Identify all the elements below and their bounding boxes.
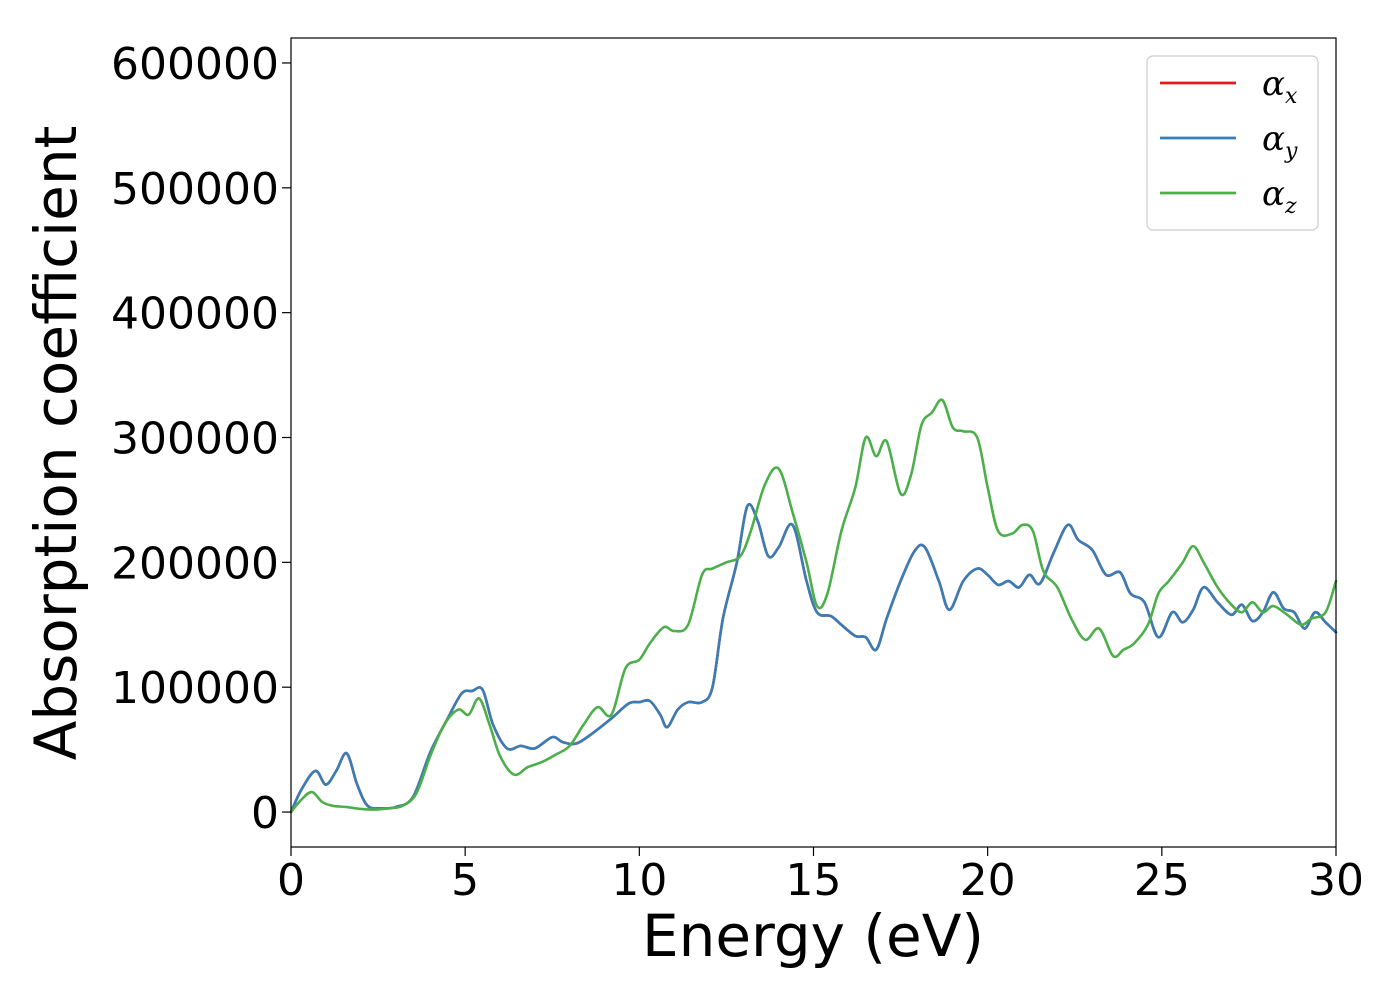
x-tick-label: 0 (277, 855, 305, 906)
y-axis-ticks: 0 100000 200000 300000 400000 500000 600000 (111, 39, 291, 839)
legend-box (1146, 55, 1319, 231)
y-tick-label: 100000 (111, 663, 279, 714)
x-tick-label: 5 (451, 855, 479, 906)
series-line-alpha-y (289, 503, 1338, 814)
legend-label-subscript: z (1284, 194, 1297, 219)
y-tick-label: 400000 (111, 289, 279, 340)
legend-label-subscript: y (1284, 139, 1298, 164)
x-tick-label: 20 (960, 855, 1016, 906)
x-axis-ticks: 0 5 10 15 20 25 30 (277, 847, 1364, 906)
y-tick-label: 200000 (111, 538, 279, 589)
x-tick-label: 15 (786, 855, 842, 906)
legend-label-alpha-z: αz (1262, 174, 1297, 219)
series-line-alpha-z (289, 398, 1338, 814)
series-layer (289, 398, 1338, 814)
x-tick-label: 10 (611, 855, 667, 906)
y-axis-label: Absorption coefficient (22, 126, 90, 761)
legend-label-alpha-x: αx (1262, 64, 1298, 109)
y-tick-label: 500000 (111, 164, 279, 215)
legend-label-symbol: α (1262, 119, 1285, 159)
y-tick-label: 600000 (111, 39, 279, 90)
legend-label-alpha-y: αy (1262, 119, 1298, 164)
x-tick-label: 25 (1134, 855, 1190, 906)
legend-label-symbol: α (1262, 64, 1285, 104)
y-tick-label: 300000 (111, 414, 279, 465)
y-tick-label: 0 (251, 788, 279, 839)
legend-label-subscript: x (1285, 84, 1298, 109)
x-tick-label: 30 (1308, 855, 1364, 906)
x-axis-label: Energy (eV) (642, 902, 984, 970)
legend-label-symbol: α (1262, 174, 1285, 214)
